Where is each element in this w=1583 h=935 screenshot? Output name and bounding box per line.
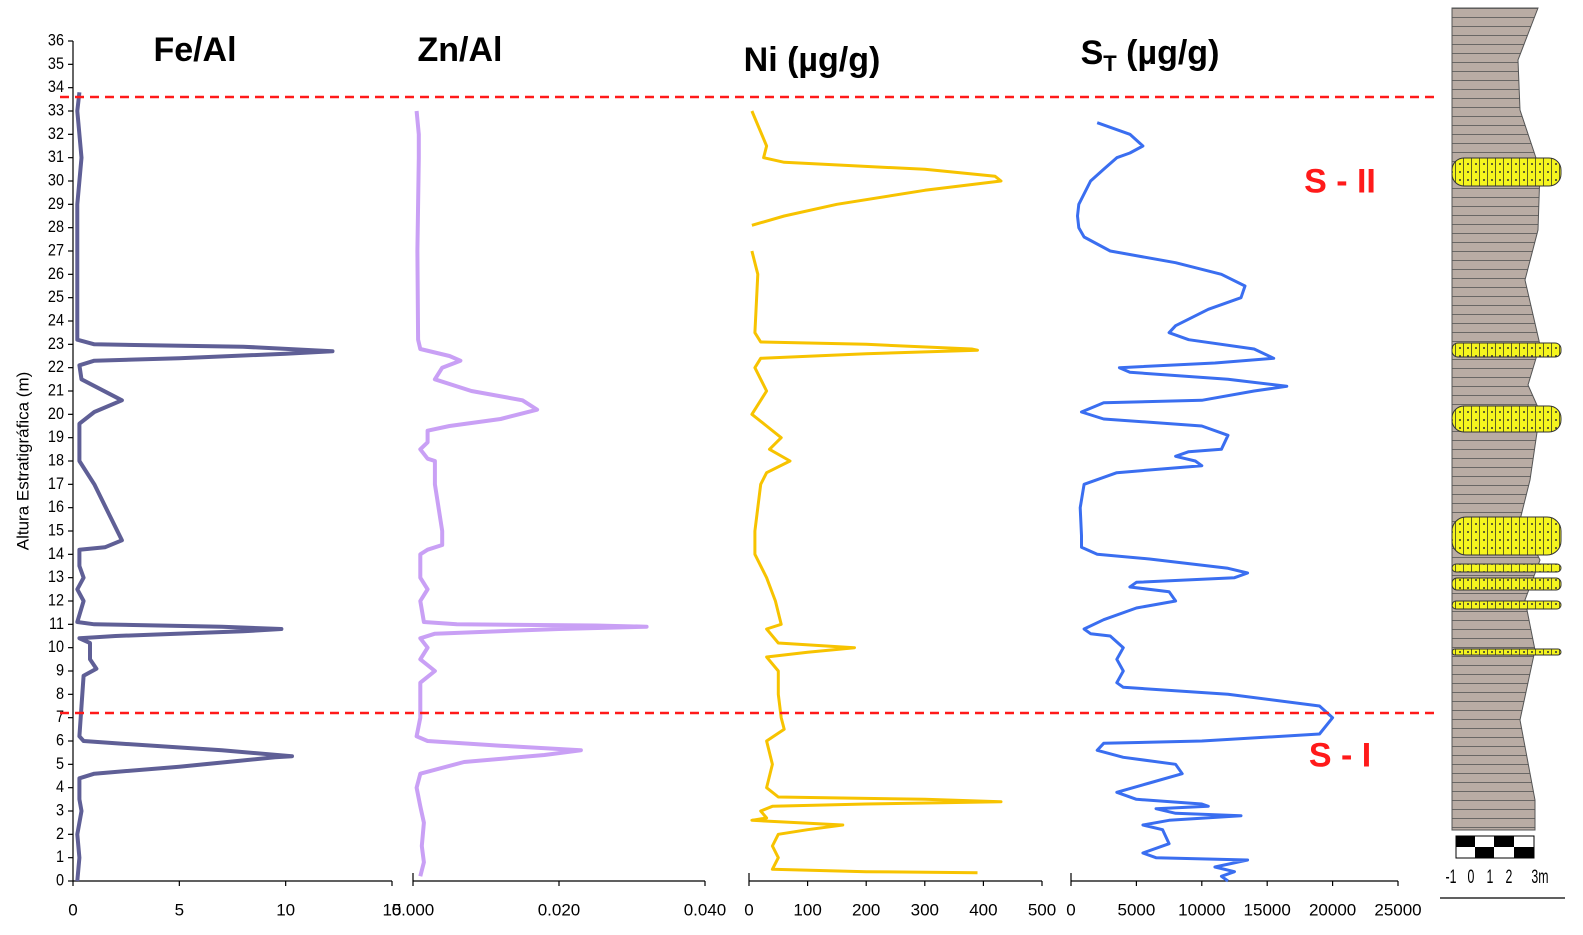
x-tick-label: 20000 — [1309, 900, 1356, 919]
y-tick-label: 9 — [56, 661, 64, 679]
sequence-label: S - I — [1309, 736, 1371, 774]
y-tick-label: 7 — [56, 708, 64, 726]
y-tick-label: 15 — [48, 521, 64, 539]
x-tick-label: 400 — [969, 900, 997, 919]
strat-column — [1440, 7, 1565, 899]
y-tick-label: 26 — [48, 265, 64, 283]
title-text: S — [1081, 34, 1104, 72]
y-tick-label: 28 — [48, 218, 64, 236]
y-tick-label: 25 — [48, 288, 64, 306]
x-tick-label: 0.020 — [538, 900, 581, 919]
x-tick-label: 100 — [793, 900, 821, 919]
y-axis-label: Altura Estratigráfica (m) — [13, 372, 32, 551]
y-tick-label: 24 — [48, 311, 64, 329]
scale-label: -1 — [1446, 866, 1457, 887]
panel-title: Fe/Al — [153, 31, 236, 69]
y-tick-label: 36 — [48, 31, 64, 49]
scale-label: 3m — [1531, 866, 1548, 887]
title-rest: (µg/g) — [1117, 34, 1220, 72]
scale-label: 2 — [1506, 866, 1513, 887]
y-tick-label: 16 — [48, 498, 64, 516]
y-tick-label: 14 — [48, 545, 64, 563]
x-tick-label: 25000 — [1374, 900, 1421, 919]
y-tick-label: 4 — [56, 778, 64, 796]
x-tick-label: 300 — [911, 900, 939, 919]
y-tick-label: 6 — [56, 731, 64, 749]
title-text: Ni (µg/g) — [744, 41, 881, 79]
x-tick-label: 5 — [175, 900, 184, 919]
y-tick-label: 12 — [48, 591, 64, 609]
x-tick-label: 0 — [1066, 900, 1075, 919]
scale-label: 1 — [1487, 866, 1494, 887]
x-tick-label: 10 — [276, 900, 295, 919]
x-tick-label: 10000 — [1178, 900, 1225, 919]
y-tick-label: 19 — [48, 428, 64, 446]
profile-line — [1076, 121, 1335, 883]
x-tick-label: 0.040 — [684, 900, 727, 919]
y-tick-label: 32 — [48, 125, 64, 143]
x-tick-label: 5000 — [1117, 900, 1155, 919]
y-tick-label: 10 — [48, 638, 64, 656]
x-tick-label: 0.000 — [392, 900, 435, 919]
y-tick-label: 27 — [48, 241, 64, 259]
y-tick-label: 17 — [48, 475, 64, 493]
y-tick-label: 8 — [56, 685, 64, 703]
x-tick-label: 15000 — [1244, 900, 1291, 919]
panel-title: Ni (µg/g) — [744, 41, 881, 79]
x-tick-label: 0 — [68, 900, 77, 919]
y-tick-label: 18 — [48, 451, 64, 469]
y-tick-label: 31 — [48, 148, 64, 166]
x-tick-label: 200 — [852, 900, 880, 919]
y-tick-label: 3 — [56, 801, 64, 819]
profile-line — [750, 110, 1003, 875]
y-tick-label: 29 — [48, 195, 64, 213]
x-tick-label: 0 — [744, 900, 753, 919]
profile-line — [414, 110, 649, 877]
y-tick-label: 5 — [56, 755, 64, 773]
y-tick-label: 30 — [48, 171, 64, 189]
title-text: Zn/Al — [418, 31, 503, 69]
y-tick-label: 0 — [56, 871, 64, 889]
profile-line — [75, 92, 335, 882]
y-tick-label: 2 — [56, 825, 64, 843]
x-tick-label: 500 — [1028, 900, 1056, 919]
panel-title: Zn/Al — [418, 31, 503, 69]
y-tick-label: 20 — [48, 405, 64, 423]
x-tick-label: 15 — [383, 900, 402, 919]
y-tick-label: 1 — [56, 848, 64, 866]
y-tick-label: 23 — [48, 335, 64, 353]
y-tick-label: 33 — [48, 101, 64, 119]
y-tick-label: 22 — [48, 358, 64, 376]
y-tick-label: 35 — [48, 55, 64, 73]
sequence-label: S - II — [1304, 162, 1376, 200]
panel-title: ST (µg/g) — [1081, 34, 1220, 76]
y-tick-label: 21 — [48, 381, 64, 399]
y-tick-label: 11 — [49, 615, 64, 633]
scale-label: 0 — [1468, 866, 1475, 887]
title-sub: T — [1103, 51, 1117, 76]
y-tick-label: 13 — [48, 568, 64, 586]
y-tick-label: 34 — [48, 78, 64, 96]
title-text: Fe/Al — [153, 31, 236, 69]
